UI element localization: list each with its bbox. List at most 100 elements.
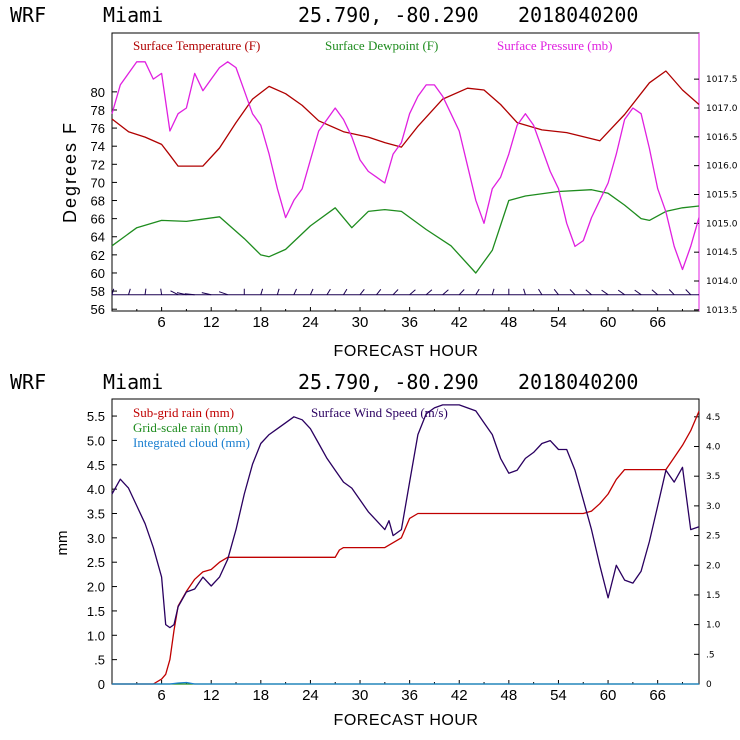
bottom-y2-tick-label: 4.0 — [706, 443, 721, 453]
wind-barb — [585, 289, 592, 296]
top-y-axis-label: Degrees F — [60, 121, 80, 223]
integrated-cloud-line — [112, 681, 699, 685]
bottom-y-tick-label: 1.0 — [87, 628, 105, 643]
wind-barb — [218, 291, 228, 296]
top-header-init: 2018040200 — [518, 3, 638, 27]
surface-wind-speed-line — [111, 404, 700, 629]
wind-barb — [425, 289, 433, 296]
top-y-tick-label: 64 — [91, 230, 105, 245]
wind-barb — [685, 289, 692, 296]
top-x-tick-label: 6 — [157, 314, 165, 331]
top-y2-axis: 1013.5 1014.0 1014.5 1015.0 1015.5 1016.0 1016… — [694, 75, 738, 316]
legend-subgrid-rain: Sub-grid rain (mm) — [133, 405, 234, 420]
wind-barb — [276, 288, 280, 295]
wind-barb — [491, 288, 495, 295]
bottom-x-axis: 6 12 18 24 30 36 42 48 54 60 66 — [136, 680, 683, 704]
bottom-x-tick-label: 66 — [649, 687, 666, 704]
wind-barb — [184, 293, 195, 296]
top-y-tick-label: 72 — [91, 157, 105, 172]
top-y2-tick-label: 1016.0 — [706, 162, 738, 172]
wind-barb — [359, 288, 365, 296]
bottom-y2-tick-label: 3.0 — [706, 502, 721, 512]
wind-barb — [309, 288, 314, 295]
surface-pressure-line — [111, 61, 700, 271]
top-y-tick-label: 80 — [91, 85, 105, 100]
legend-surface-pressure: Surface Pressure (mb) — [497, 38, 613, 53]
bottom-y-tick-label: 4.5 — [87, 458, 105, 473]
top-x-tick-label: 18 — [252, 314, 269, 331]
wind-barb — [144, 288, 147, 295]
rain-wind-speed-chart: WRF Miami 25.790, -80.290 2018040200 6 12… — [10, 370, 721, 729]
bottom-series-group — [111, 404, 700, 685]
bottom-y-tick-label: 0 — [98, 677, 105, 692]
top-x-tick-label: 42 — [451, 314, 468, 331]
wind-barbs — [111, 288, 699, 296]
top-x-tick-label: 66 — [649, 314, 666, 331]
top-y2-tick-label: 1017.5 — [706, 75, 738, 85]
wind-barb — [176, 292, 187, 296]
bottom-header-model: WRF — [10, 370, 46, 394]
wind-barb — [343, 288, 348, 295]
bottom-y-tick-label: 3.5 — [87, 506, 105, 521]
wind-barb — [201, 292, 212, 296]
wind-barb — [260, 288, 264, 295]
wind-barb — [170, 290, 179, 296]
bottom-x-tick-label: 54 — [550, 687, 567, 704]
top-y-tick-label: 76 — [91, 121, 105, 136]
wind-barb — [523, 288, 526, 295]
wind-barb — [409, 289, 416, 296]
bottom-header-init: 2018040200 — [518, 370, 638, 394]
wind-barb — [392, 289, 399, 296]
bottom-y2-axis: 0 .5 1.0 1.5 2.0 2.5 3.0 3.5 4.0 4.5 — [694, 413, 721, 690]
top-x-tick-label: 36 — [401, 314, 418, 331]
bottom-x-tick-label: 48 — [501, 687, 518, 704]
bottom-x-tick-label: 42 — [451, 687, 468, 704]
top-header-station: Miami — [103, 3, 163, 27]
legend-integrated-cloud: Integrated cloud (mm) — [133, 435, 250, 450]
bottom-header-coords: 25.790, -80.290 — [298, 370, 479, 394]
top-x-tick-label: 54 — [550, 314, 567, 331]
top-x-axis-label: FORECAST HOUR — [334, 343, 479, 360]
wind-barb — [111, 288, 115, 295]
bottom-y-tick-label: 3.0 — [87, 531, 105, 546]
bottom-y2-tick-label: 3.5 — [706, 472, 720, 482]
top-header-coords: 25.790, -80.290 — [298, 3, 479, 27]
top-series-group — [111, 61, 700, 274]
top-y2-tick-label: 1014.5 — [706, 248, 738, 258]
legend-surface-dewpoint: Surface Dewpoint (F) — [325, 38, 438, 53]
bottom-x-tick-label: 36 — [401, 687, 418, 704]
wind-barb — [326, 288, 331, 295]
top-y2-tick-label: 1014.0 — [706, 277, 738, 287]
top-y2-tick-label: 1013.5 — [706, 306, 738, 316]
top-x-tick-label: 12 — [203, 314, 220, 331]
bottom-x-tick-label: 30 — [352, 687, 369, 704]
top-y-axis: 56 58 60 62 64 66 68 70 72 74 76 78 80 — [91, 85, 117, 317]
top-x-tick-label: 48 — [501, 314, 518, 331]
wind-barb — [617, 289, 625, 296]
top-y-tick-label: 74 — [91, 139, 105, 154]
wind-barb — [601, 289, 609, 296]
bottom-x-tick-label: 60 — [600, 687, 617, 704]
bottom-y-axis-label: mm — [54, 531, 71, 556]
bottom-y2-tick-label: 1.0 — [706, 621, 721, 631]
top-y-tick-label: 58 — [91, 284, 105, 299]
bottom-y-tick-label: 5.0 — [87, 433, 105, 448]
bottom-y-tick-label: .5 — [94, 653, 105, 668]
temperature-dewpoint-pressure-chart: WRF Miami 25.790, -80.290 2018040200 6 12… — [10, 3, 738, 360]
bottom-x-tick-label: 18 — [252, 687, 269, 704]
bottom-x-tick-label: 12 — [203, 687, 220, 704]
legend-surface-wind-speed: Surface Wind Speed (m/s) — [311, 405, 448, 420]
legend-surface-temperature: Surface Temperature (F) — [133, 38, 260, 53]
wind-barb — [442, 289, 449, 296]
top-x-tick-label: 24 — [302, 314, 319, 331]
bottom-header-station: Miami — [103, 370, 163, 394]
top-y2-tick-label: 1015.0 — [706, 219, 738, 229]
wind-barb — [293, 288, 297, 295]
bottom-y-tick-label: 2.5 — [87, 555, 105, 570]
top-y-tick-label: 66 — [91, 212, 105, 227]
wind-barb — [458, 289, 465, 296]
surface-dewpoint-line — [111, 189, 700, 274]
top-y-tick-label: 70 — [91, 175, 105, 190]
wind-barb — [475, 288, 480, 295]
bottom-y-tick-label: 2.0 — [87, 580, 105, 595]
